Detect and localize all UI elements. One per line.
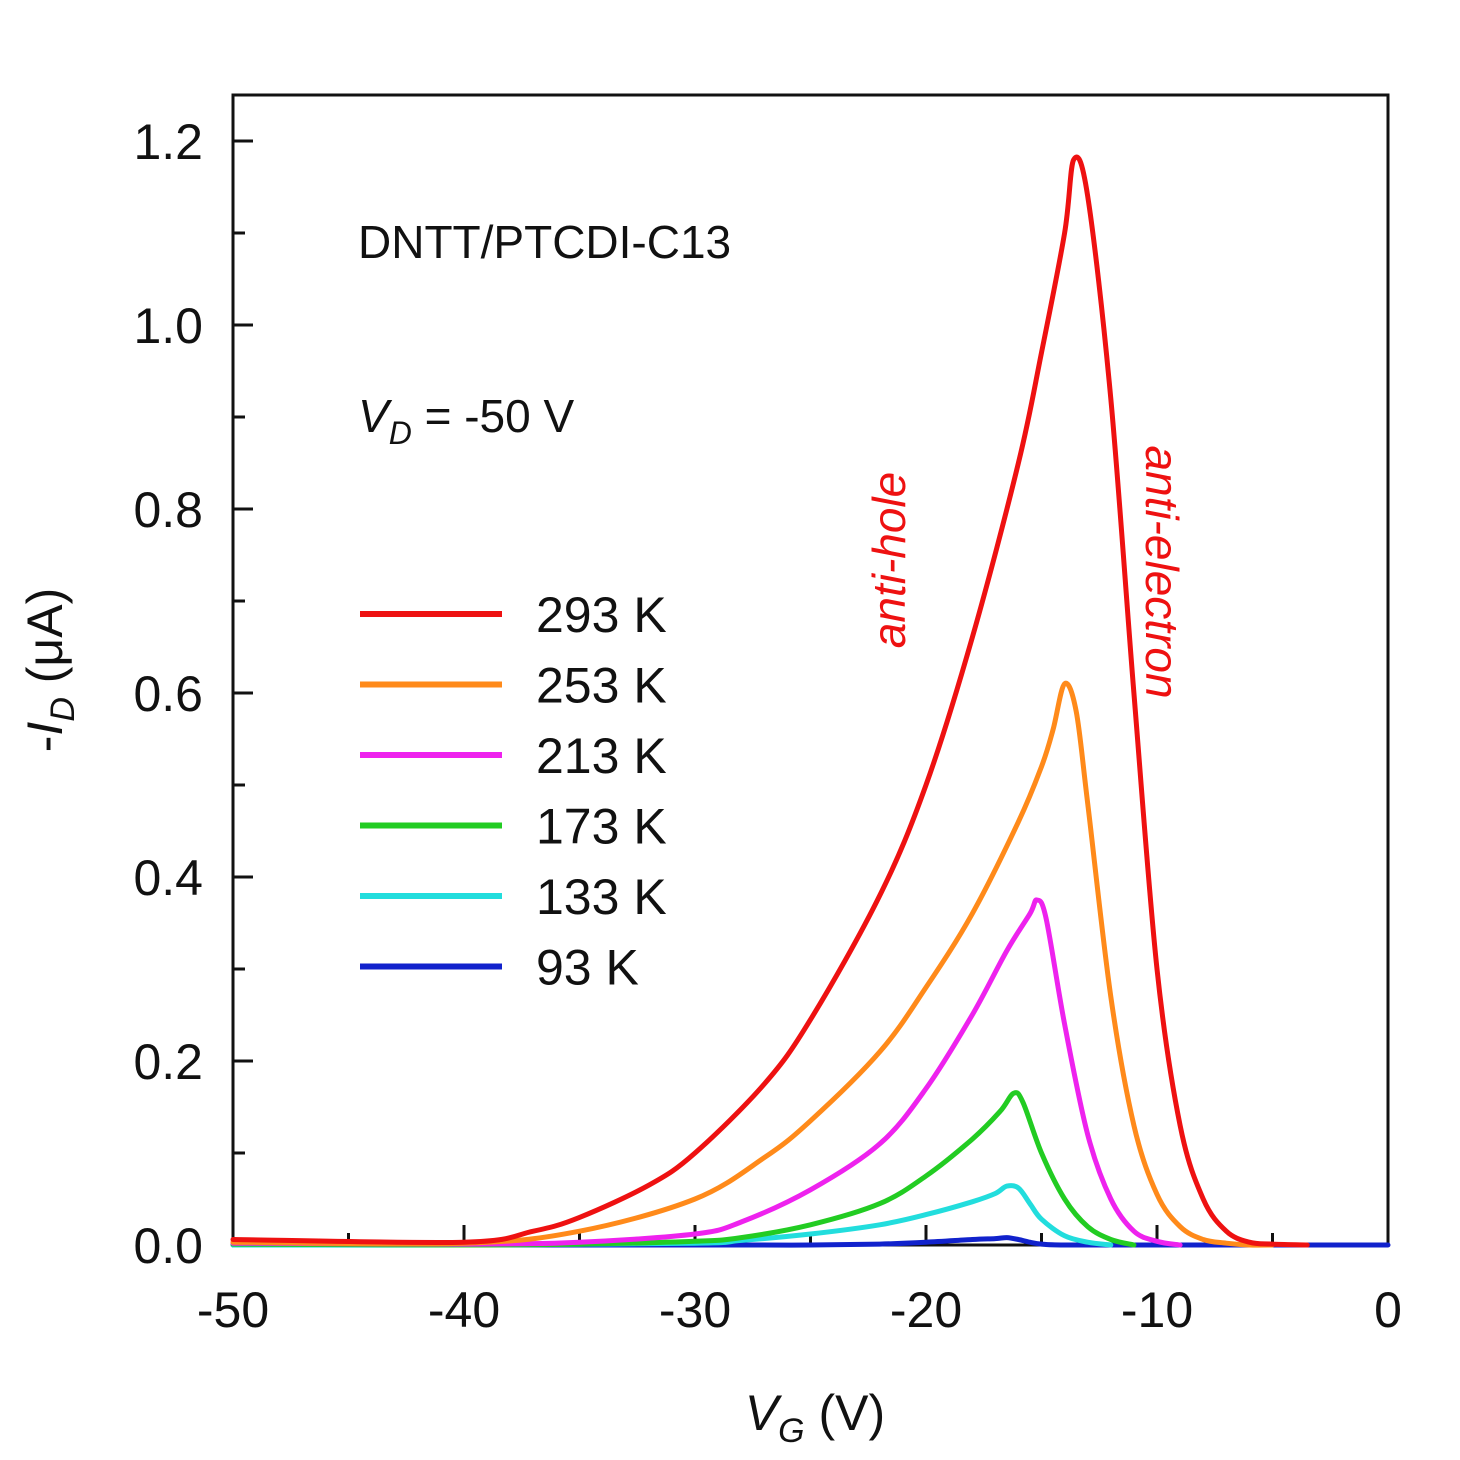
legend: 293 K 253 K 213 K 173 K 133 K 93 K	[360, 587, 667, 996]
series-line-253k	[230, 680, 1275, 1248]
y-tick-labels: 0.0 0.2 0.4 0.6 0.8 1.0 1.2	[133, 114, 203, 1274]
y-tick-label: 0.8	[133, 482, 203, 538]
x-tick-label: 0	[1374, 1282, 1402, 1338]
x-tick-label: -30	[659, 1282, 731, 1338]
y-tick-label: 0.4	[133, 850, 203, 906]
drain-voltage-label: VD = -50 V	[358, 390, 574, 451]
series-line-213k	[230, 897, 1183, 1248]
drain-voltage-main: V	[358, 390, 393, 442]
y-tick-label: 0.0	[133, 1218, 203, 1274]
x-tick-label: -10	[1121, 1282, 1193, 1338]
legend-label: 93 K	[536, 940, 639, 996]
drain-voltage-rest: = -50 V	[412, 390, 575, 442]
plot-area	[231, 93, 1390, 1247]
x-axis-title-sub: G	[778, 1412, 804, 1450]
y-tick-label: 0.6	[133, 666, 203, 722]
y-axis-title-sub: D	[44, 697, 82, 722]
x-tick-label: -50	[197, 1282, 269, 1338]
material-label: DNTT/PTCDI-C13	[358, 216, 731, 268]
legend-label: 293 K	[536, 587, 667, 643]
y-axis-title: -ID (μA)	[17, 588, 82, 752]
y-axis-title-main: I	[17, 722, 73, 736]
y-tick-label: 0.2	[133, 1034, 203, 1090]
x-axis-title-rest: (V)	[805, 1385, 886, 1441]
x-axis-title: VG (V)	[745, 1385, 885, 1450]
y-tick-label: 1.2	[133, 114, 203, 170]
y-axis-title-prefix: -	[17, 736, 73, 753]
legend-label: 173 K	[536, 799, 667, 855]
y-axis-title-rest: (μA)	[17, 588, 73, 697]
series-lines	[230, 154, 1391, 1248]
legend-label: 253 K	[536, 658, 667, 714]
x-tick-label: -20	[890, 1282, 962, 1338]
drain-voltage-sub: D	[389, 415, 412, 451]
legend-label: 133 K	[536, 869, 667, 925]
legend-label: 213 K	[536, 728, 667, 784]
series-line-93k	[230, 1235, 1391, 1248]
anti-electron-label: anti-electron	[1136, 445, 1188, 698]
x-tick-label: -40	[428, 1282, 500, 1338]
series-line-293k	[230, 154, 1310, 1248]
y-tick-label: 1.0	[133, 298, 203, 354]
x-tick-labels: -50 -40 -30 -20 -10 0	[197, 1282, 1402, 1338]
anti-hole-label: anti-hole	[863, 472, 915, 648]
x-axis-title-main: V	[745, 1385, 783, 1441]
